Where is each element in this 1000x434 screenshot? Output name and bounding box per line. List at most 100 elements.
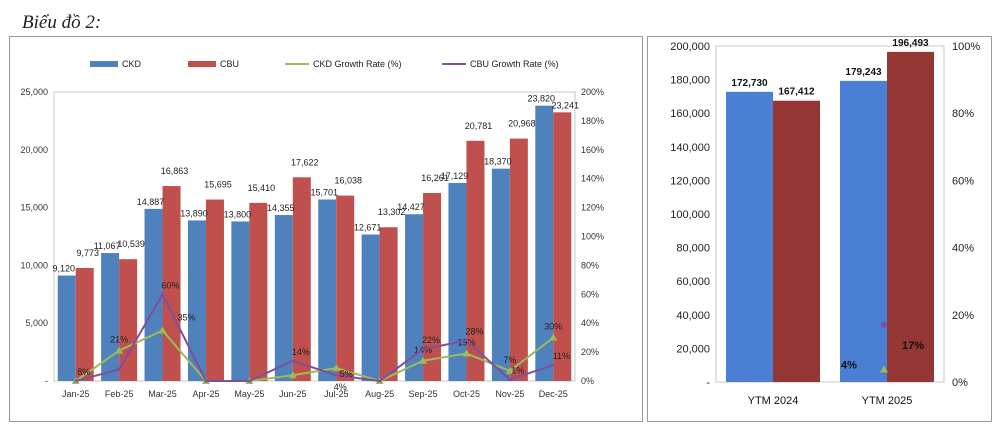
ckd-growth-marker — [880, 365, 888, 373]
y-tick-label: 80,000 — [676, 243, 710, 255]
cbu-bar — [249, 202, 268, 381]
legend-label: CBU — [220, 59, 239, 69]
cbu-growth-point: × — [247, 376, 252, 386]
plot-area — [53, 91, 576, 382]
y-tick-label: 25,000 — [20, 87, 48, 97]
ckd-growth-point — [115, 346, 124, 354]
cbu-growth-point: × — [290, 356, 295, 366]
y-tick-label: 40,000 — [676, 310, 710, 322]
monthly-chart-panel: - 5,000 10,000 15,000 20,000 25,000 0% 20% 40% 60… — [9, 36, 643, 422]
legend-swatch — [90, 61, 118, 67]
cbu-growth-point: × — [507, 375, 512, 385]
cbu-value-label: 15,695 — [204, 180, 232, 190]
ckd-value-label: 23,820 — [528, 94, 556, 104]
cbu-value-label: 20,968 — [508, 119, 536, 129]
ckd-value-label: 172,730 — [731, 78, 768, 89]
y2-tick-label: 60% — [952, 175, 974, 187]
ckd-growth-label: 30% — [544, 322, 562, 332]
ckd-bar — [57, 275, 76, 381]
cbu-value-label: 10,539 — [117, 239, 145, 249]
y-tick-label: 140,000 — [670, 142, 710, 154]
cbu-growth-point: × — [203, 376, 208, 386]
cbu-value-label: 16,261 — [421, 173, 449, 183]
ckd-growth-point — [158, 326, 167, 334]
cbu-growth-label: 60% — [162, 280, 180, 290]
cbu-growth-point: × — [116, 364, 121, 374]
cbu-value-label: 20,781 — [465, 121, 493, 131]
y-tick-label: 20,000 — [676, 343, 710, 355]
ckd-value-label: 179,243 — [845, 67, 882, 78]
cbu-growth-label: 22% — [422, 335, 440, 345]
y2-tick-label: 20% — [952, 310, 974, 322]
ckd-value-label: 18,370 — [484, 157, 512, 167]
ckd-value-label: 14,887 — [137, 197, 165, 207]
y-tick-label: 100,000 — [670, 209, 710, 221]
chart-caption: Biểu đồ 2: — [22, 12, 102, 33]
cbu-value-label: 23,241 — [552, 100, 580, 110]
ckd-value-label: 9,120 — [52, 264, 75, 274]
y2-tick-label: 0% — [581, 376, 594, 386]
y2-tick-label: 200% — [581, 87, 604, 97]
cbu-value-label: 17,622 — [291, 157, 319, 167]
y2-tick-label: 20% — [581, 347, 599, 357]
legend-swatch — [188, 61, 216, 67]
ckd-bar — [405, 214, 424, 381]
monthly-chart: - 5,000 10,000 15,000 20,000 25,000 0% 20% 40% 60… — [20, 59, 604, 399]
y-tick-label: - — [706, 377, 710, 389]
cbu-bar — [423, 193, 442, 381]
cbu-growth-point: × — [73, 376, 78, 386]
cbu-value-label: 16,038 — [334, 176, 362, 186]
ckd-bar — [274, 215, 293, 381]
ckd-bar — [535, 105, 554, 381]
cbu-bar — [509, 138, 528, 381]
x-tick-label: YTM 2025 — [862, 395, 913, 407]
cbu-growth-label: 28% — [465, 327, 483, 337]
y-tick-label: 200,000 — [670, 41, 710, 53]
cbu-value-label: 9,773 — [76, 248, 99, 258]
y2-tick-label: 100% — [952, 41, 980, 53]
ckd-growth-label: 4% — [841, 360, 857, 372]
plot-area — [715, 45, 945, 383]
ckd-bar — [448, 182, 467, 381]
cbu-growth-point: × — [377, 376, 382, 386]
ckd-bar — [491, 168, 510, 381]
cbu-growth-line — [75, 292, 554, 383]
ckd-growth-point — [462, 349, 471, 357]
ckd-growth-label: 7% — [503, 355, 516, 365]
ckd-value-label: 14,355 — [267, 203, 295, 213]
x-tick-label: Oct-25 — [453, 389, 480, 399]
ckd-bar — [318, 199, 337, 381]
legend-label: CKD Growth Rate (%) — [313, 59, 402, 69]
ckd-bar — [726, 91, 773, 382]
y-tick-label: - — [45, 376, 48, 386]
cbu-growth-point: × — [464, 336, 469, 346]
cbu-bar — [466, 140, 485, 381]
ckd-bar — [144, 208, 163, 381]
cbu-value-label: 196,493 — [892, 38, 929, 49]
cbu-growth-point: × — [160, 289, 165, 299]
y2-tick-label: 40% — [952, 243, 974, 255]
x-tick-label: May-25 — [234, 389, 264, 399]
ckd-growth-point — [288, 371, 297, 379]
x-tick-label: Nov-25 — [495, 389, 524, 399]
ckd-value-label: 11,067 — [94, 241, 121, 251]
ckd-bar — [361, 234, 380, 381]
y-tick-label: 180,000 — [670, 75, 710, 87]
y2-tick-label: 140% — [581, 174, 604, 184]
ckd-value-label: 13,890 — [180, 208, 208, 218]
growth-label: 4% — [334, 382, 347, 392]
ckd-value-label: 14,427 — [397, 202, 425, 212]
ckd-bar — [187, 220, 206, 381]
cbu-bar — [336, 195, 355, 381]
cbu-growth-point: × — [334, 370, 339, 380]
x-tick-label: Feb-25 — [105, 389, 134, 399]
y2-tick-label: 120% — [581, 203, 604, 213]
cbu-value-label: 15,410 — [248, 183, 276, 193]
cbu-growth-label: 17% — [902, 340, 924, 352]
cbu-growth-label: 11% — [553, 351, 570, 361]
y-tick-label: 120,000 — [670, 175, 710, 187]
ytm-chart: - 20,000 40,000 60,000 80,000 100,000 120,000 1… — [670, 38, 980, 407]
ckd-bar — [231, 221, 250, 381]
cbu-growth-label: 1% — [511, 366, 524, 376]
y-tick-label: 5,000 — [25, 318, 48, 328]
